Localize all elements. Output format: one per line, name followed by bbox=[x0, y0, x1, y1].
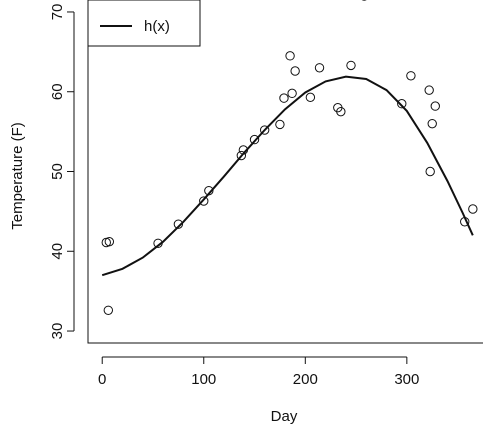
x-tick-label: 200 bbox=[293, 371, 318, 388]
data-point bbox=[285, 51, 295, 61]
data-point bbox=[425, 166, 435, 177]
data-point bbox=[259, 125, 270, 135]
data-point bbox=[397, 98, 407, 109]
series-line-hx bbox=[101, 75, 474, 277]
data-point bbox=[279, 93, 289, 103]
data-point bbox=[236, 150, 247, 161]
data-point bbox=[346, 60, 356, 71]
data-point bbox=[424, 85, 434, 95]
data-point bbox=[103, 305, 114, 315]
data-point bbox=[406, 71, 416, 81]
data-point bbox=[275, 119, 285, 130]
legend: h(x) bbox=[87, 0, 201, 47]
y-tick-label: 70 bbox=[49, 4, 66, 21]
data-point bbox=[173, 219, 184, 229]
x-tick-label: 100 bbox=[191, 371, 216, 388]
y-axis-title: Temperature (F) bbox=[9, 122, 26, 230]
data-point bbox=[249, 134, 260, 145]
y-tick-label: 50 bbox=[49, 163, 66, 180]
axis-titles: Day Temperature (F) bbox=[9, 122, 298, 425]
data-point bbox=[290, 66, 300, 76]
x-tick-label: 300 bbox=[394, 371, 419, 388]
x-tick-label: 0 bbox=[98, 371, 106, 388]
data-point bbox=[287, 88, 297, 99]
axes: 0 100 200 300 30 40 50 60 70 bbox=[49, 0, 483, 388]
data-point bbox=[336, 106, 346, 117]
y-tick-label: 30 bbox=[49, 323, 66, 340]
data-point bbox=[314, 63, 325, 73]
plot-frame bbox=[87, 0, 483, 344]
data-point bbox=[305, 92, 316, 103]
y-tick-label: 40 bbox=[49, 243, 66, 260]
legend-label-hx: h(x) bbox=[144, 18, 170, 35]
y-tick-label: 60 bbox=[49, 83, 66, 100]
legend-box bbox=[87, 0, 201, 47]
data-point bbox=[199, 196, 209, 206]
plot-marks bbox=[101, 0, 478, 315]
data-point bbox=[104, 236, 115, 247]
x-axis-title: Day bbox=[271, 408, 298, 425]
data-point bbox=[430, 101, 440, 111]
data-point bbox=[468, 204, 478, 214]
data-point bbox=[427, 118, 437, 129]
